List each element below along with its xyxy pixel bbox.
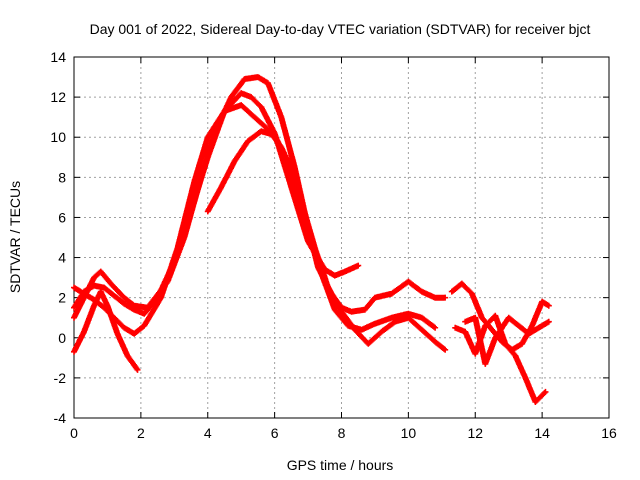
y-tick-label: 10 [50, 129, 66, 145]
x-tick-label: 16 [601, 425, 617, 441]
marker-trail [448, 280, 552, 353]
y-axis-title: SDTVAR / TECUs [7, 181, 23, 293]
x-tick-label: 4 [204, 425, 212, 441]
y-tick-label: 12 [50, 89, 66, 105]
marker-trail [71, 288, 141, 373]
x-axis-title: GPS time / hours [287, 457, 394, 473]
x-tick-label: 14 [534, 425, 550, 441]
x-tick-label: 2 [137, 425, 145, 441]
satellite-track-4 [71, 288, 141, 373]
y-axis-ticks: -4 -2 0 2 4 6 8 10 12 14 [50, 49, 609, 426]
grid-lines [74, 57, 609, 418]
y-tick-label: 0 [58, 330, 66, 346]
data-markers [71, 74, 552, 405]
y-tick-label: 4 [58, 250, 66, 266]
marker-trail [204, 128, 449, 353]
y-tick-label: 6 [58, 209, 66, 225]
x-tick-label: 0 [70, 425, 78, 441]
y-tick-label: 8 [58, 169, 66, 185]
marker-trail [452, 312, 549, 405]
marker-trail [71, 74, 449, 321]
y-tick-label: 2 [58, 290, 66, 306]
y-tick-label: 14 [50, 49, 66, 65]
x-tick-label: 12 [467, 425, 483, 441]
chart-title: Day 001 of 2022, Sidereal Day-to-day VTE… [90, 21, 591, 37]
satellite-track-7 [452, 312, 549, 405]
x-tick-label: 6 [271, 425, 279, 441]
y-tick-label: -4 [54, 410, 67, 426]
satellite-track-2 [71, 74, 449, 321]
satellite-track-8 [462, 314, 552, 367]
x-tick-label: 10 [401, 425, 417, 441]
satellite-track-6 [448, 280, 552, 353]
x-axis-ticks: 0 2 4 6 8 10 12 14 16 [70, 57, 617, 441]
marker-trail [462, 314, 552, 367]
x-tick-label: 8 [338, 425, 346, 441]
satellite-track-5 [204, 128, 449, 353]
y-tick-label: -2 [54, 370, 67, 386]
